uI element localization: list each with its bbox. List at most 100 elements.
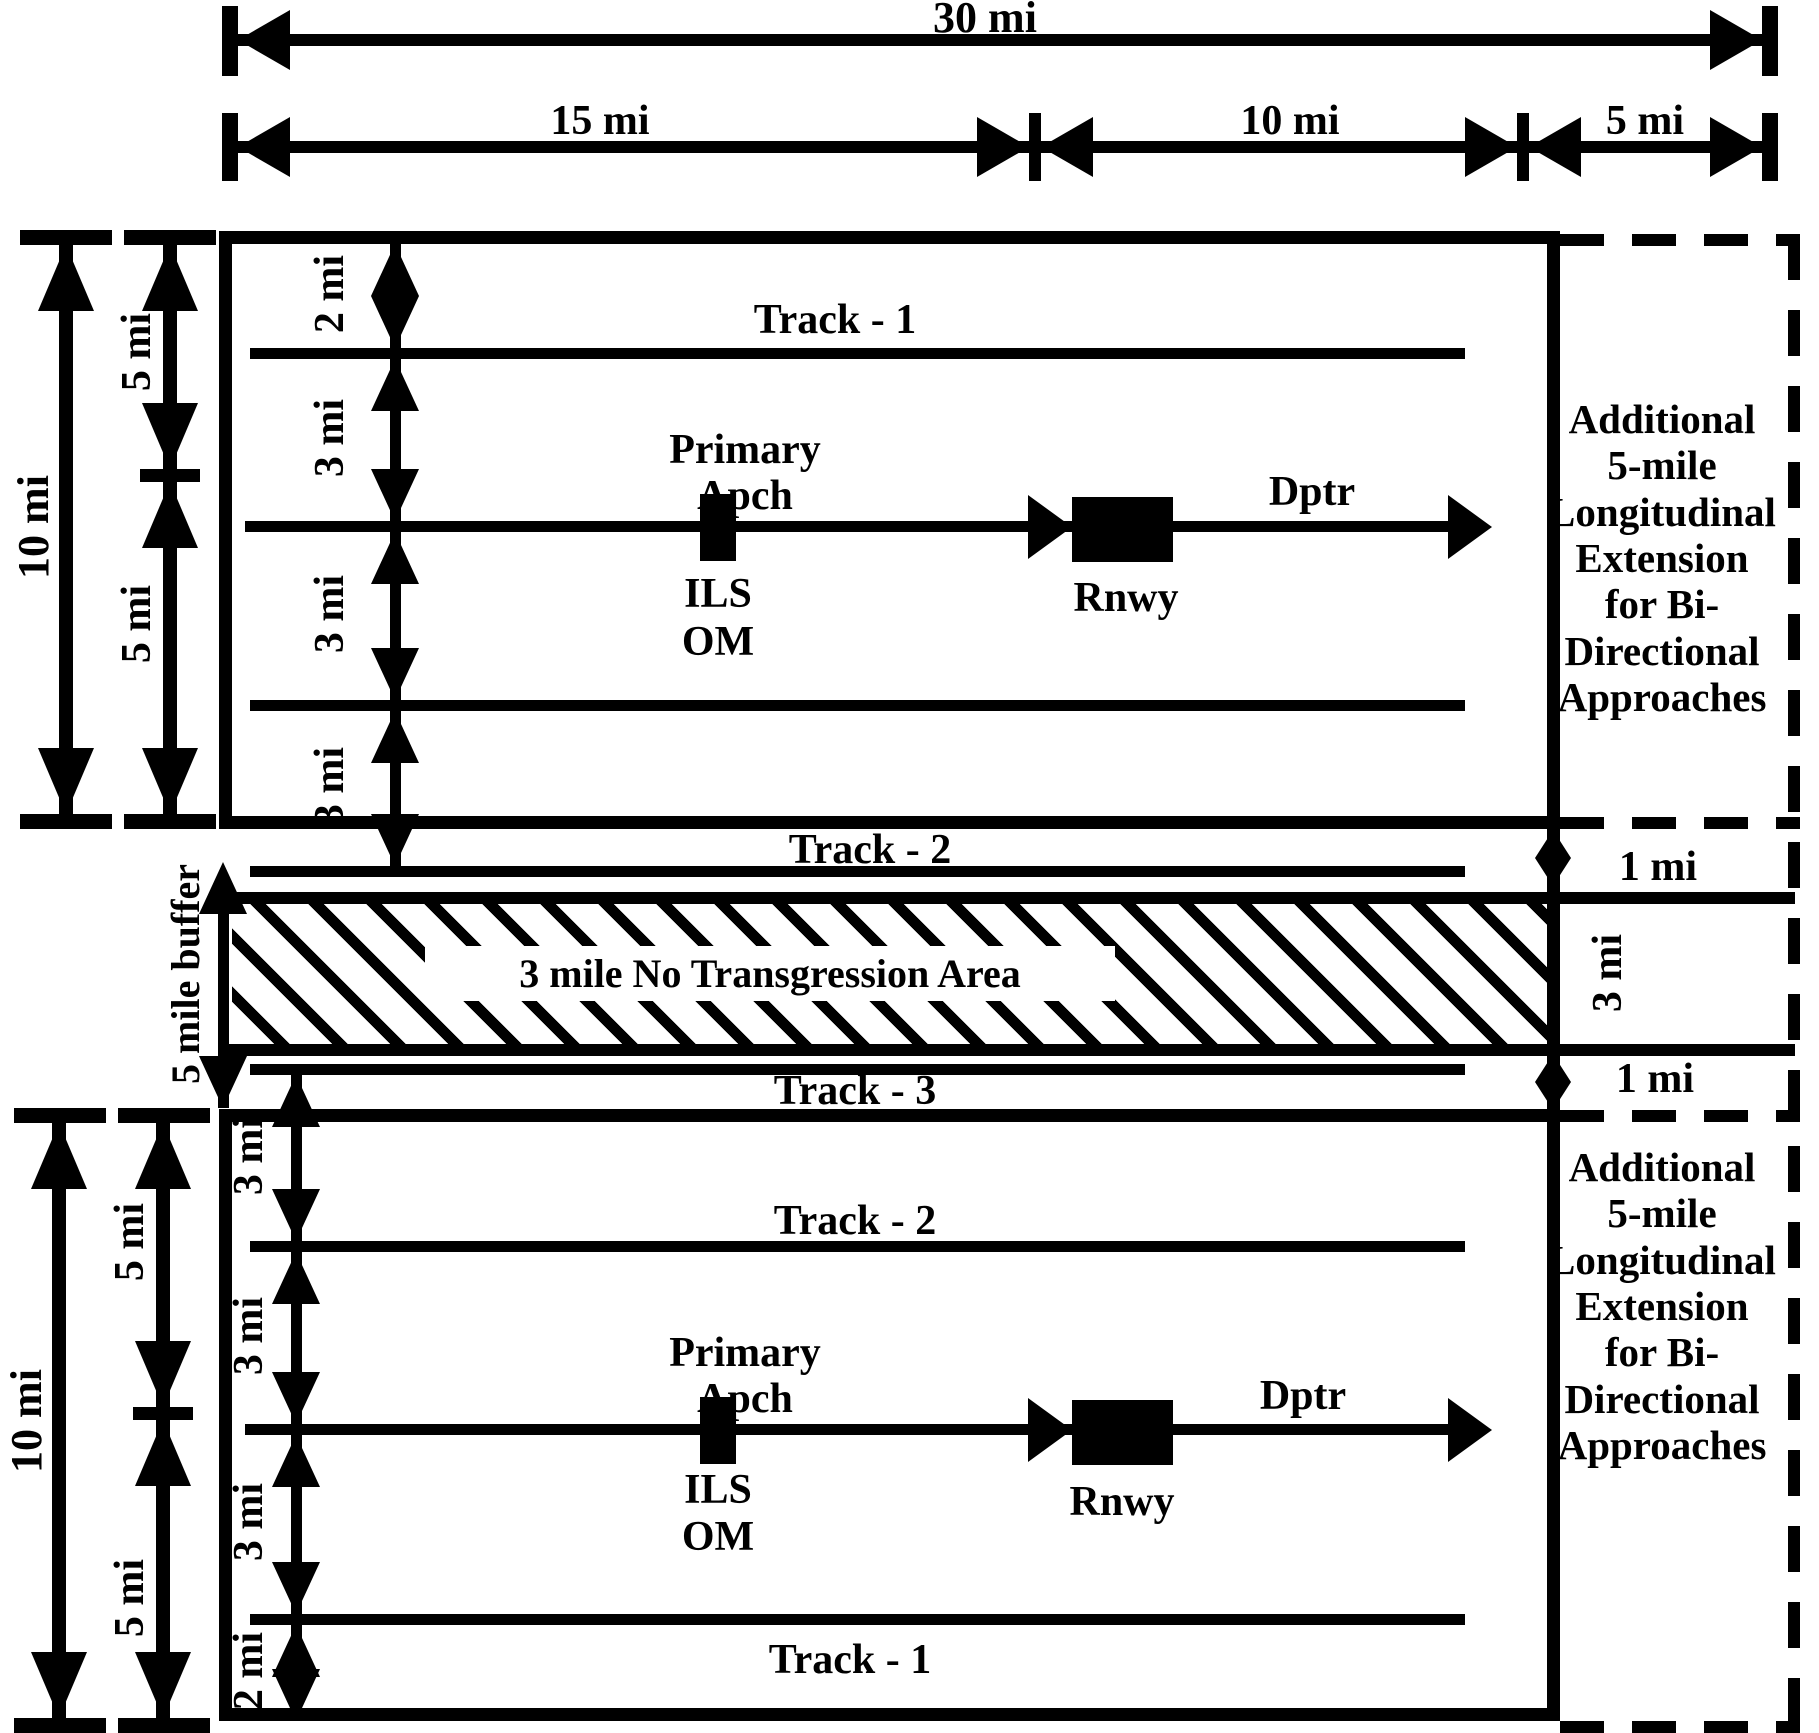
dim-tbar <box>124 230 216 245</box>
dim-arrowhead-up <box>272 1252 320 1304</box>
approach-arrowhead-upper <box>1028 495 1072 559</box>
dim-arrowhead-up <box>272 1625 320 1677</box>
dim-end-bar <box>222 113 238 181</box>
extension-line: Longitudinal <box>1548 1236 1776 1283</box>
dim-arrowhead-up <box>38 245 94 311</box>
dim-arrowhead-down <box>272 1562 320 1614</box>
dim-arrowhead-left <box>238 117 290 177</box>
track2-upper-line <box>250 866 1465 877</box>
dim-arrowhead-down <box>1535 858 1571 886</box>
dim-arrowhead-up <box>371 532 419 584</box>
buffer-arrowhead-down <box>199 1056 247 1108</box>
track1-lower-line <box>250 1614 1465 1625</box>
dim-arrowhead-up <box>142 245 198 311</box>
dim-arrowhead-up <box>135 1123 191 1189</box>
chain-lower-3mi-label: 3 mi <box>226 1116 272 1196</box>
extension-line: 5-mile <box>1607 442 1717 489</box>
dim-end-bar <box>1762 6 1778 76</box>
track3-line <box>250 1064 1465 1075</box>
dim-arrowhead-left <box>1529 117 1581 177</box>
upper-approach-box <box>219 231 1560 829</box>
gap-1mi-lower-label: 1 mi <box>1615 1056 1695 1102</box>
dim-arrowhead-left <box>1041 117 1093 177</box>
dim-arrowhead-up <box>31 1123 87 1189</box>
runway-symbol-lower <box>1072 1400 1173 1465</box>
dim-arrowhead-up <box>135 1420 191 1486</box>
extension-line: Directional <box>1564 1375 1760 1422</box>
track3-label: Track - 3 <box>773 1068 937 1114</box>
dim-5mi-upper-bottom-label: 5 mi <box>114 584 160 664</box>
chain-upper-3mi-label: 3 mi <box>307 398 353 478</box>
extension-line: Extension <box>1575 534 1749 581</box>
dim-arrowhead-up <box>1535 1054 1571 1082</box>
dim-arrowhead-up <box>371 711 419 763</box>
primary-label-lower: Primary <box>669 1330 821 1376</box>
departure-arrowhead-upper <box>1448 495 1492 559</box>
buffer-label: 5 mile buffer <box>163 864 208 1084</box>
dim-arrowhead-up <box>142 482 198 548</box>
chain-upper-3mi-label: 3 mi <box>307 746 353 826</box>
dim-arrowhead-down <box>272 1372 320 1424</box>
lower-approach-box <box>219 1109 1560 1721</box>
apch-label-upper: Apch <box>697 473 793 519</box>
buffer-arrowhead-up <box>199 862 247 914</box>
dashed-extension-bottom-upper <box>1560 817 1800 829</box>
rnwy-label-upper: Rnwy <box>1073 575 1179 621</box>
dim-arrowhead-down <box>371 648 419 700</box>
dim-5mi-lower-top-label: 5 mi <box>107 1202 153 1282</box>
nta-bottom-line <box>222 1044 1795 1056</box>
dim-end-bar <box>1762 113 1778 181</box>
nta-label: 3 mile No Transgression Area <box>519 950 1021 996</box>
track2-upper-label: Track - 2 <box>788 827 952 873</box>
extension-note-lower: Additional 5-mile Longitudinal Extension… <box>1548 1144 1776 1468</box>
track1-upper-label: Track - 1 <box>753 297 917 343</box>
dim-arrowhead-down <box>272 1669 320 1721</box>
dim-tbar <box>14 1108 106 1123</box>
dim-arrowhead-right <box>977 117 1029 177</box>
dim-arrowhead-down <box>38 748 94 814</box>
dim-5mi-label: 5 mi <box>1605 98 1685 144</box>
dim-5mi-lower-bottom-label: 5 mi <box>107 1558 153 1638</box>
chain-lower-2mi-label: 2 mi <box>226 1631 272 1711</box>
gap-1mi-upper-label: 1 mi <box>1618 844 1698 890</box>
approach-arrowhead-lower <box>1028 1398 1072 1462</box>
dim-tbar <box>118 1718 210 1733</box>
dim-tbar <box>14 1718 106 1733</box>
ils-om-marker-upper <box>700 494 736 561</box>
extension-line: Additional <box>1568 1143 1756 1190</box>
dim-arrowhead-up <box>272 1435 320 1487</box>
dim-arrowhead-down <box>371 469 419 521</box>
extension-line: Approaches <box>1557 673 1767 720</box>
chain-lower-3mi-label: 3 mi <box>226 1296 272 1376</box>
dim-arrowhead-down <box>31 1652 87 1718</box>
primary-label-upper: Primary <box>669 427 821 473</box>
dashed-extension-bottom-lower <box>1560 1721 1800 1733</box>
dim-30mi-line <box>238 34 1762 46</box>
dim-arrowhead-down <box>371 814 419 866</box>
dim-10mi-upper-label: 10 mi <box>9 475 58 579</box>
track1-lower-label: Track - 1 <box>768 1637 932 1683</box>
extension-line: for Bi- <box>1604 581 1720 628</box>
dim-tbar <box>20 814 112 829</box>
runway-symbol-upper <box>1072 497 1173 562</box>
dim-arrowhead-down <box>272 1189 320 1241</box>
dim-divider-bar <box>1517 113 1529 181</box>
dim-arrowhead-up <box>371 359 419 411</box>
dim-15mi-label: 15 mi <box>550 98 650 144</box>
ils-label-upper: ILS <box>684 571 752 617</box>
dim-tbar <box>118 1108 210 1123</box>
dim-break-tick <box>133 1407 193 1420</box>
dashed-extension-top-upper <box>1560 234 1800 246</box>
dim-arrowhead-up <box>272 1075 320 1127</box>
buffer-arrow-line <box>218 877 229 1108</box>
dim-arrowhead-up <box>1535 830 1571 858</box>
dim-10mi-lower-line <box>52 1115 66 1727</box>
inner-line-upper <box>250 700 1465 711</box>
departure-arrowhead-lower <box>1448 1398 1492 1462</box>
rnwy-label-lower: Rnwy <box>1069 1479 1175 1525</box>
nta-label-patch: 3 mile No Transgression Area <box>425 946 1115 1001</box>
dim-arrowhead-right <box>1465 117 1517 177</box>
extension-line: Additional <box>1568 395 1756 442</box>
dim-arrowhead-up <box>371 244 419 296</box>
